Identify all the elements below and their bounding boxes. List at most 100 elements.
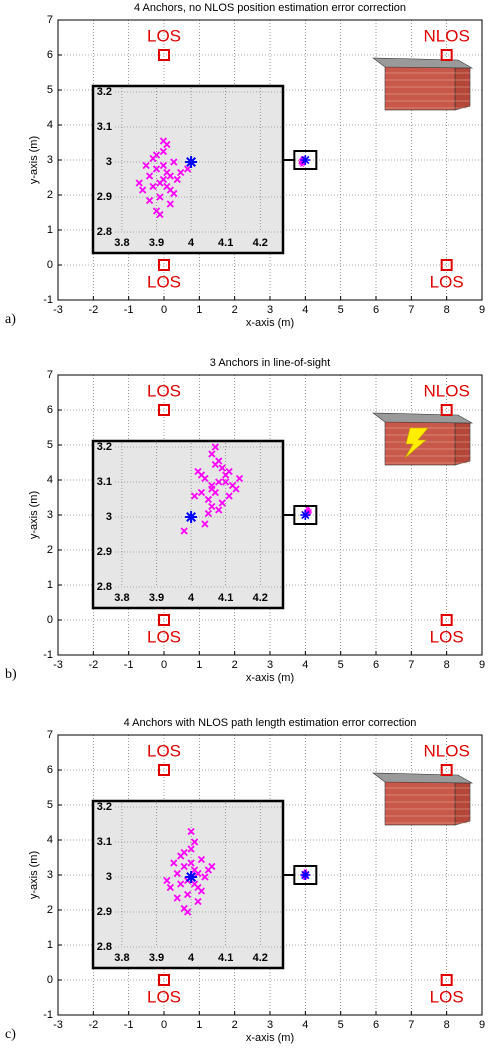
anchor — [440, 49, 453, 61]
inset-y-tick-label: 2.8 — [97, 226, 112, 238]
x-tick-label: 6 — [373, 659, 379, 671]
inset-estimate-point — [159, 137, 168, 145]
inset-estimate-point — [177, 880, 185, 888]
inset-estimate-point — [139, 186, 147, 194]
y-tick-label: 3 — [47, 154, 53, 166]
inset-y-tick-label: 3.2 — [97, 801, 112, 813]
inset-estimate-point — [197, 887, 206, 895]
x-tick-label: 5 — [338, 1019, 344, 1031]
anchor — [158, 614, 170, 626]
inset-x-tick-label: 4.1 — [218, 592, 233, 604]
lightning-icon — [404, 427, 429, 459]
inset-estimate-point — [142, 161, 150, 170]
x-tick-label: 8 — [444, 304, 450, 316]
x-tick-label: 5 — [338, 659, 344, 671]
inset-x-tick-label: 3.9 — [149, 952, 164, 964]
x-tick-label: 8 — [444, 1019, 450, 1031]
chart-title: 4 Anchors, no NLOS position estimation e… — [134, 2, 406, 14]
inset-estimate-point — [208, 450, 216, 458]
inset-estimate-point — [215, 478, 223, 486]
x-tick-label: -1 — [124, 304, 134, 316]
inset-estimate-point — [208, 862, 216, 871]
anchor-label: LOS — [430, 987, 464, 1006]
x-tick-label: 9 — [479, 1019, 485, 1031]
y-tick-label: 3 — [47, 869, 53, 881]
inset-y-tick-label: 3.1 — [97, 836, 112, 848]
inset-estimate-point — [183, 890, 192, 899]
inset-estimate-point — [215, 506, 223, 514]
wall-front — [384, 65, 456, 111]
x-tick-label: 6 — [373, 304, 379, 316]
axes-frame — [57, 19, 483, 301]
inset-y-tick-label: 2.9 — [97, 906, 112, 918]
x-tick-label: 0 — [161, 1019, 167, 1031]
x-axis-label: x-axis (m) — [246, 1032, 294, 1044]
anchor-label: NLOS — [424, 26, 470, 45]
y-tick-label: -1 — [43, 294, 53, 306]
x-tick-label: -2 — [88, 1019, 98, 1031]
inset-estimate-point — [183, 908, 192, 916]
panel: 4 Anchors, no NLOS position estimation e… — [5, 2, 485, 329]
y-tick-label: 3 — [47, 509, 53, 521]
panel-label: b) — [5, 667, 17, 682]
inset-x-tick-label: 3.8 — [114, 237, 129, 249]
inset-estimate-point — [204, 495, 213, 504]
inset-estimate-point — [215, 457, 223, 465]
wall-side — [454, 422, 471, 466]
panel: 4 Anchors with NLOS path length estimati… — [5, 717, 485, 1044]
y-tick-label: 7 — [47, 14, 53, 26]
inset-estimate-point — [208, 481, 216, 490]
x-tick-label: 7 — [408, 1019, 414, 1031]
inset-y-tick-label: 3 — [106, 871, 112, 883]
x-tick-label: 4 — [302, 304, 308, 316]
y-tick-label: 5 — [47, 439, 53, 451]
inset-true-position — [185, 156, 198, 168]
x-tick-label: 1 — [196, 659, 202, 671]
anchor-label: LOS — [147, 627, 181, 646]
x-tick-label: 9 — [479, 304, 485, 316]
anchor — [158, 974, 170, 986]
anchor-label: LOS — [147, 741, 181, 760]
inset-estimate-point — [170, 859, 178, 867]
inset-y-tick-label: 3 — [106, 156, 112, 168]
anchor-label: LOS — [147, 381, 181, 400]
inset-estimate-point — [211, 488, 219, 497]
anchor — [158, 404, 170, 416]
y-tick-label: 1 — [47, 939, 53, 951]
y-tick-label: 0 — [47, 259, 53, 271]
anchor — [440, 404, 453, 416]
anchor-label: LOS — [147, 26, 181, 45]
inset-x-tick-label: 3.9 — [149, 237, 164, 249]
inset-estimate-point — [177, 168, 185, 177]
inset-estimate-point — [190, 492, 199, 500]
inset-x-tick-label: 4 — [188, 952, 195, 964]
inset-estimate-point — [197, 471, 206, 479]
inset-estimate-point — [163, 876, 171, 885]
inset-true-position — [185, 511, 198, 523]
anchor-label: LOS — [147, 272, 181, 291]
x-tick-label: 9 — [479, 659, 485, 671]
inset-y-tick-label: 2.8 — [97, 581, 112, 593]
x-tick-label: -3 — [53, 304, 63, 316]
anchor — [440, 614, 453, 626]
inset-x-tick-label: 3.9 — [149, 592, 164, 604]
inset-estimate-point — [194, 897, 202, 906]
inset-estimate-point — [170, 158, 178, 166]
inset-estimate-point — [187, 827, 195, 836]
inset-estimate-point — [232, 485, 240, 493]
inset-estimate-point — [180, 527, 188, 535]
inset-x-tick-label: 4.2 — [253, 237, 268, 249]
inset-x-tick-label: 4.2 — [253, 592, 268, 604]
inset-estimate-point — [190, 838, 199, 846]
inset-estimate-point — [222, 478, 230, 486]
inset-estimate-point — [187, 859, 195, 867]
anchor — [158, 49, 170, 61]
inset-true-position — [185, 871, 198, 883]
true-position — [300, 155, 311, 165]
y-tick-label: 0 — [47, 974, 53, 986]
inset-estimate-point — [211, 443, 219, 451]
inset-estimate-point — [180, 862, 188, 871]
wall-front — [384, 780, 456, 826]
inset-estimate-point — [173, 175, 181, 184]
